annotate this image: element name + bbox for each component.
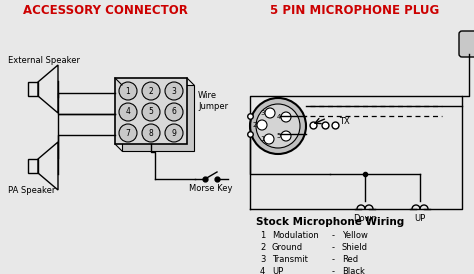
Text: 1: 1 bbox=[260, 136, 264, 142]
Circle shape bbox=[250, 98, 306, 154]
Circle shape bbox=[165, 82, 183, 100]
Circle shape bbox=[257, 120, 267, 130]
Text: UP: UP bbox=[272, 267, 283, 274]
Text: 5: 5 bbox=[148, 107, 154, 116]
Text: 2: 2 bbox=[253, 122, 257, 128]
Text: 6: 6 bbox=[172, 107, 176, 116]
Text: 1: 1 bbox=[260, 231, 265, 240]
Text: Red: Red bbox=[342, 255, 358, 264]
Circle shape bbox=[119, 82, 137, 100]
Text: 5: 5 bbox=[277, 133, 281, 139]
Text: -: - bbox=[332, 255, 335, 264]
Text: Morse Key: Morse Key bbox=[189, 184, 233, 193]
Text: Wire
Jumper: Wire Jumper bbox=[198, 91, 228, 111]
Circle shape bbox=[265, 108, 275, 118]
Text: Down: Down bbox=[353, 214, 377, 223]
Text: 2: 2 bbox=[260, 243, 265, 252]
FancyBboxPatch shape bbox=[459, 31, 474, 57]
Circle shape bbox=[142, 103, 160, 121]
Text: 5 PIN MICROPHONE PLUG: 5 PIN MICROPHONE PLUG bbox=[270, 4, 439, 17]
Text: 2: 2 bbox=[149, 87, 154, 96]
Text: 7: 7 bbox=[126, 129, 130, 138]
Text: Yellow: Yellow bbox=[342, 231, 368, 240]
Text: UP: UP bbox=[414, 214, 426, 223]
Text: External Speaker: External Speaker bbox=[8, 56, 80, 65]
Text: 8: 8 bbox=[149, 129, 154, 138]
Text: 1: 1 bbox=[126, 87, 130, 96]
Text: 9: 9 bbox=[172, 129, 176, 138]
Circle shape bbox=[119, 103, 137, 121]
Text: 3: 3 bbox=[261, 110, 265, 116]
Text: Shield: Shield bbox=[342, 243, 368, 252]
Text: PA Speaker: PA Speaker bbox=[8, 186, 55, 195]
FancyBboxPatch shape bbox=[122, 85, 194, 151]
Circle shape bbox=[165, 124, 183, 142]
Circle shape bbox=[142, 82, 160, 100]
Text: 4: 4 bbox=[277, 114, 281, 120]
Text: Stock Microphone Wiring: Stock Microphone Wiring bbox=[256, 217, 404, 227]
Text: TX: TX bbox=[339, 118, 350, 127]
Text: -: - bbox=[332, 267, 335, 274]
Text: -: - bbox=[332, 231, 335, 240]
Circle shape bbox=[281, 112, 291, 122]
Text: 4: 4 bbox=[126, 107, 130, 116]
Text: 3: 3 bbox=[172, 87, 176, 96]
Circle shape bbox=[142, 124, 160, 142]
Circle shape bbox=[264, 134, 274, 144]
Circle shape bbox=[165, 103, 183, 121]
Text: -: - bbox=[332, 243, 335, 252]
Text: Black: Black bbox=[342, 267, 365, 274]
Text: Modulation: Modulation bbox=[272, 231, 319, 240]
Text: 4: 4 bbox=[260, 267, 265, 274]
Text: Transmit: Transmit bbox=[272, 255, 308, 264]
FancyBboxPatch shape bbox=[115, 78, 187, 144]
Text: Ground: Ground bbox=[272, 243, 303, 252]
Circle shape bbox=[281, 131, 291, 141]
Circle shape bbox=[256, 104, 300, 148]
Text: ACCESSORY CONNECTOR: ACCESSORY CONNECTOR bbox=[23, 4, 187, 17]
Circle shape bbox=[119, 124, 137, 142]
Text: 3: 3 bbox=[260, 255, 265, 264]
